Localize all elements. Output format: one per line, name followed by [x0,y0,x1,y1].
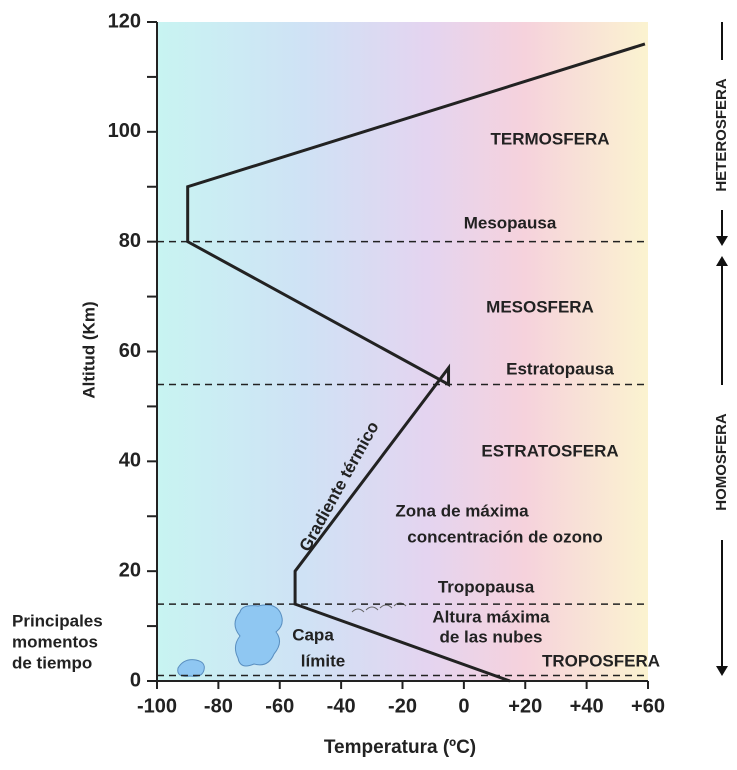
x-tick-label: -80 [204,695,233,717]
sphere-label: HETEROSFERA [713,78,730,192]
annotation: de las nubes [440,627,543,646]
annotation: TROPOSFERA [542,651,660,670]
annotation: Zona de máxima [395,501,529,520]
annotation: concentración de ozono [407,527,603,546]
annotation: Capa [292,625,334,644]
annotation: límite [301,651,345,670]
annotation: MESOSFERA [486,297,594,316]
side-label: Principales [12,611,103,630]
x-axis-label: Temperatura (ºC) [324,737,476,758]
y-tick-label: 120 [108,10,141,32]
side-label: momentos [12,632,98,651]
y-tick-label: 40 [119,450,141,472]
annotation: ESTRATOSFERA [481,441,618,460]
y-axis-label: Altitud (Km) [79,301,98,398]
x-tick-label: -20 [388,695,417,717]
sphere-label: HOMOSFERA [713,413,730,511]
annotation: Altura máxima [432,607,550,626]
annotation: Mesopausa [464,213,557,232]
x-tick-label: +20 [508,695,542,717]
x-tick-label: 0 [458,695,469,717]
x-tick-label: -100 [137,695,177,717]
x-tick-label: +60 [631,695,665,717]
x-tick-label: +40 [570,695,604,717]
side-label: de tiempo [12,653,92,672]
x-tick-label: -40 [327,695,356,717]
y-tick-label: 80 [119,230,141,252]
y-tick-label: 60 [119,340,141,362]
annotation: Tropopausa [438,577,535,596]
y-tick-label: 20 [119,559,141,581]
y-tick-label: 100 [108,120,141,142]
annotation: TERMOSFERA [491,129,610,148]
annotation: Estratopausa [506,359,614,378]
x-tick-label: -60 [265,695,294,717]
chart: Altitud (Km) Temperatura (ºC) TERMOSFERA… [0,0,737,765]
y-tick-label: 0 [130,669,141,691]
